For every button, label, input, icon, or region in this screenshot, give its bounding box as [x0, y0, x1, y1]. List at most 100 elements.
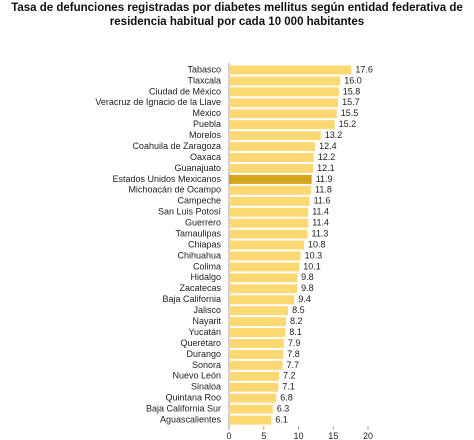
value-label: 8.2: [290, 316, 303, 326]
y-tick-label: México: [192, 108, 221, 118]
bar: [229, 218, 309, 228]
value-label: 7.7: [287, 360, 300, 370]
value-label: 10.8: [308, 239, 326, 249]
bar: [229, 339, 284, 348]
chart-title: Tasa de defunciones registradas por diab…: [11, 2, 463, 14]
bar: [229, 98, 339, 108]
y-tick-label: Querétaro: [180, 338, 221, 348]
y-tick-label: Tabasco: [187, 64, 221, 74]
y-tick-label: San Luis Potosí: [158, 207, 222, 217]
bar: [229, 360, 283, 370]
chart-title-line2: residencia habitual por cada 10 000 habi…: [110, 16, 364, 28]
bar: [229, 295, 295, 305]
bar: [229, 142, 316, 152]
bar: [229, 163, 314, 173]
bar: [229, 207, 309, 217]
bar: [229, 371, 280, 381]
y-tick-label: Chihuahua: [177, 250, 221, 260]
y-tick-label: Nuevo León: [172, 371, 221, 381]
x-tick-label: 20: [363, 431, 373, 440]
bar: [229, 382, 279, 392]
value-label: 11.6: [314, 196, 331, 206]
y-tick-label: Oaxaca: [190, 152, 221, 162]
y-tick-label: Sinaloa: [191, 382, 221, 392]
y-tick-label: Guanajuato: [174, 163, 221, 173]
value-label: 15.7: [342, 97, 360, 107]
bar: [229, 153, 314, 163]
bar: [229, 284, 298, 294]
bar: [229, 109, 337, 119]
bar: [229, 415, 272, 425]
y-tick-label: Veracruz de Ignacio de la Llave: [95, 97, 221, 107]
value-label: 12.1: [317, 163, 335, 173]
bar: [229, 120, 335, 130]
bar: [229, 404, 273, 414]
value-label: 17.6: [355, 64, 373, 74]
y-tick-label: Sonora: [192, 360, 221, 370]
bar: [229, 185, 312, 195]
bar: [229, 229, 308, 239]
bar: [229, 174, 312, 184]
value-label: 15.5: [341, 108, 359, 118]
value-label: 8.1: [289, 327, 302, 337]
bar: [229, 76, 341, 86]
bar: [229, 306, 289, 316]
value-label: 7.8: [287, 349, 300, 359]
value-label: 9.8: [301, 272, 314, 282]
y-tick-label: Coahuila de Zaragoza: [132, 141, 221, 151]
y-tick-label: Puebla: [193, 119, 221, 129]
bar: [229, 131, 321, 141]
value-label: 7.1: [282, 382, 295, 392]
y-tick-label: Hidalgo: [190, 272, 221, 282]
y-tick-label: Michoacán de Ocampo: [128, 185, 221, 195]
y-tick-label: Jalisco: [193, 305, 221, 315]
value-label: 7.9: [288, 338, 301, 348]
bar: [229, 328, 286, 338]
value-label: 15.2: [339, 119, 357, 129]
value-label: 11.8: [315, 185, 332, 195]
x-tick-label: 5: [261, 431, 266, 440]
y-tick-label: Morelos: [189, 130, 222, 140]
bar: [229, 262, 300, 272]
value-label: 9.4: [298, 294, 311, 304]
value-label: 8.5: [292, 305, 305, 315]
value-label: 9.8: [301, 283, 314, 293]
value-label: 11.4: [312, 218, 329, 228]
value-label: 12.2: [318, 152, 336, 162]
y-tick-label: Baja California: [162, 294, 221, 304]
value-label: 6.3: [277, 404, 290, 414]
bar: [229, 349, 284, 359]
y-tick-label: Quintana Roo: [165, 393, 221, 403]
value-label: 10.3: [305, 250, 323, 260]
y-tick-label: Campeche: [177, 196, 221, 206]
bar: [229, 251, 301, 261]
value-label: 11.9: [316, 174, 333, 184]
value-label: 11.3: [312, 228, 329, 238]
value-label: 6.1: [275, 414, 288, 424]
value-label: 11.4: [312, 207, 329, 217]
y-tick-label: Colima: [193, 261, 221, 271]
value-label: 15.8: [343, 86, 361, 96]
x-tick-label: 0: [226, 431, 231, 440]
y-tick-label: Aguascalientes: [160, 414, 222, 424]
y-tick-label: Tlaxcala: [187, 75, 221, 85]
x-tick-label: 15: [328, 431, 338, 440]
y-tick-label: Ciudad de México: [149, 86, 221, 96]
y-tick-label: Durango: [186, 349, 221, 359]
value-label: 10.1: [303, 261, 321, 271]
value-label: 6.8: [280, 393, 293, 403]
y-tick-label: Yucatán: [188, 327, 221, 337]
value-label: 13.2: [325, 130, 343, 140]
bar: [229, 393, 277, 403]
bar: [229, 65, 352, 75]
y-tick-label: Tamaulipas: [175, 228, 221, 238]
x-tick-label: 10: [293, 431, 303, 440]
y-tick-label: Chiapas: [188, 239, 222, 249]
value-label: 16.0: [344, 75, 362, 85]
y-tick-label: Nayarit: [192, 316, 221, 326]
bar: [229, 196, 310, 206]
bar: [229, 240, 305, 250]
y-tick-label: Guerrero: [185, 218, 221, 228]
bar: [229, 317, 286, 327]
